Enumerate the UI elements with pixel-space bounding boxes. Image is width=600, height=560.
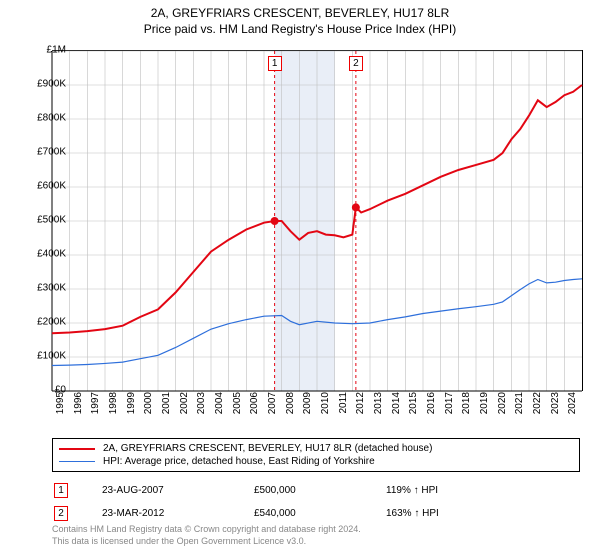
x-tick-label: 2003 xyxy=(196,392,207,414)
x-tick-label: 1996 xyxy=(73,392,84,414)
table-row: 2 23-MAR-2012 £540,000 163% ↑ HPI xyxy=(54,503,580,524)
x-tick-label: 2015 xyxy=(408,392,419,414)
y-tick-label: £100K xyxy=(37,351,66,362)
x-tick-label: 2001 xyxy=(161,392,172,414)
chart-svg xyxy=(52,51,582,391)
footer: Contains HM Land Registry data © Crown c… xyxy=(52,524,361,547)
table-row: 1 23-AUG-2007 £500,000 119% ↑ HPI xyxy=(54,480,580,501)
title-line-1: 2A, GREYFRIARS CRESCENT, BEVERLEY, HU17 … xyxy=(0,6,600,22)
x-tick-label: 2022 xyxy=(532,392,543,414)
legend-label: 2A, GREYFRIARS CRESCENT, BEVERLEY, HU17 … xyxy=(103,443,432,454)
x-tick-label: 2007 xyxy=(267,392,278,414)
x-tick-label: 2012 xyxy=(355,392,366,414)
chart-container: 2A, GREYFRIARS CRESCENT, BEVERLEY, HU17 … xyxy=(0,0,600,560)
x-tick-label: 2004 xyxy=(214,392,225,414)
x-tick-label: 2024 xyxy=(567,392,578,414)
y-tick-label: £800K xyxy=(37,113,66,124)
x-tick-label: 1999 xyxy=(126,392,137,414)
legend: 2A, GREYFRIARS CRESCENT, BEVERLEY, HU17 … xyxy=(52,438,580,472)
event-date: 23-AUG-2007 xyxy=(102,480,252,501)
event-marker-1: 1 xyxy=(54,483,68,498)
event-price: £500,000 xyxy=(254,480,384,501)
event-vs-hpi: 163% ↑ HPI xyxy=(386,503,580,524)
y-tick-label: £200K xyxy=(37,317,66,328)
x-tick-label: 2019 xyxy=(479,392,490,414)
x-tick-label: 2014 xyxy=(391,392,402,414)
x-tick-label: 2010 xyxy=(320,392,331,414)
x-tick-label: 2006 xyxy=(249,392,260,414)
y-tick-label: £700K xyxy=(37,147,66,158)
y-tick-label: £300K xyxy=(37,283,66,294)
legend-swatch xyxy=(59,461,95,462)
event-marker-label: 2 xyxy=(349,56,363,71)
x-tick-label: 1997 xyxy=(90,392,101,414)
events-table: 1 23-AUG-2007 £500,000 119% ↑ HPI 2 23-M… xyxy=(52,478,582,526)
x-tick-label: 2011 xyxy=(338,392,349,414)
x-tick-label: 1998 xyxy=(108,392,119,414)
legend-item-hpi: HPI: Average price, detached house, East… xyxy=(59,455,573,468)
x-tick-label: 2016 xyxy=(426,392,437,414)
x-tick-label: 2018 xyxy=(461,392,472,414)
x-tick-label: 2023 xyxy=(550,392,561,414)
y-tick-label: £600K xyxy=(37,181,66,192)
event-date: 23-MAR-2012 xyxy=(102,503,252,524)
x-tick-label: 2017 xyxy=(444,392,455,414)
footer-line-1: Contains HM Land Registry data © Crown c… xyxy=(52,524,361,536)
x-tick-label: 2020 xyxy=(497,392,508,414)
y-tick-label: £400K xyxy=(37,249,66,260)
event-vs-hpi: 119% ↑ HPI xyxy=(386,480,580,501)
y-tick-label: £500K xyxy=(37,215,66,226)
legend-item-property: 2A, GREYFRIARS CRESCENT, BEVERLEY, HU17 … xyxy=(59,442,573,455)
plot-area xyxy=(52,50,583,391)
y-tick-label: £1M xyxy=(47,45,66,56)
x-tick-label: 2021 xyxy=(514,392,525,414)
footer-line-2: This data is licensed under the Open Gov… xyxy=(52,536,361,548)
title-line-2: Price paid vs. HM Land Registry's House … xyxy=(0,22,600,38)
event-marker-label: 1 xyxy=(268,56,282,71)
x-tick-label: 2000 xyxy=(143,392,154,414)
legend-label: HPI: Average price, detached house, East… xyxy=(103,456,375,467)
x-tick-label: 2002 xyxy=(179,392,190,414)
x-tick-label: 2009 xyxy=(302,392,313,414)
chart-title: 2A, GREYFRIARS CRESCENT, BEVERLEY, HU17 … xyxy=(0,0,600,37)
x-tick-label: 2005 xyxy=(232,392,243,414)
y-tick-label: £900K xyxy=(37,79,66,90)
x-tick-label: 2013 xyxy=(373,392,384,414)
event-marker-2: 2 xyxy=(54,506,68,521)
x-tick-label: 1995 xyxy=(55,392,66,414)
x-tick-label: 2008 xyxy=(285,392,296,414)
event-price: £540,000 xyxy=(254,503,384,524)
legend-swatch xyxy=(59,448,95,450)
